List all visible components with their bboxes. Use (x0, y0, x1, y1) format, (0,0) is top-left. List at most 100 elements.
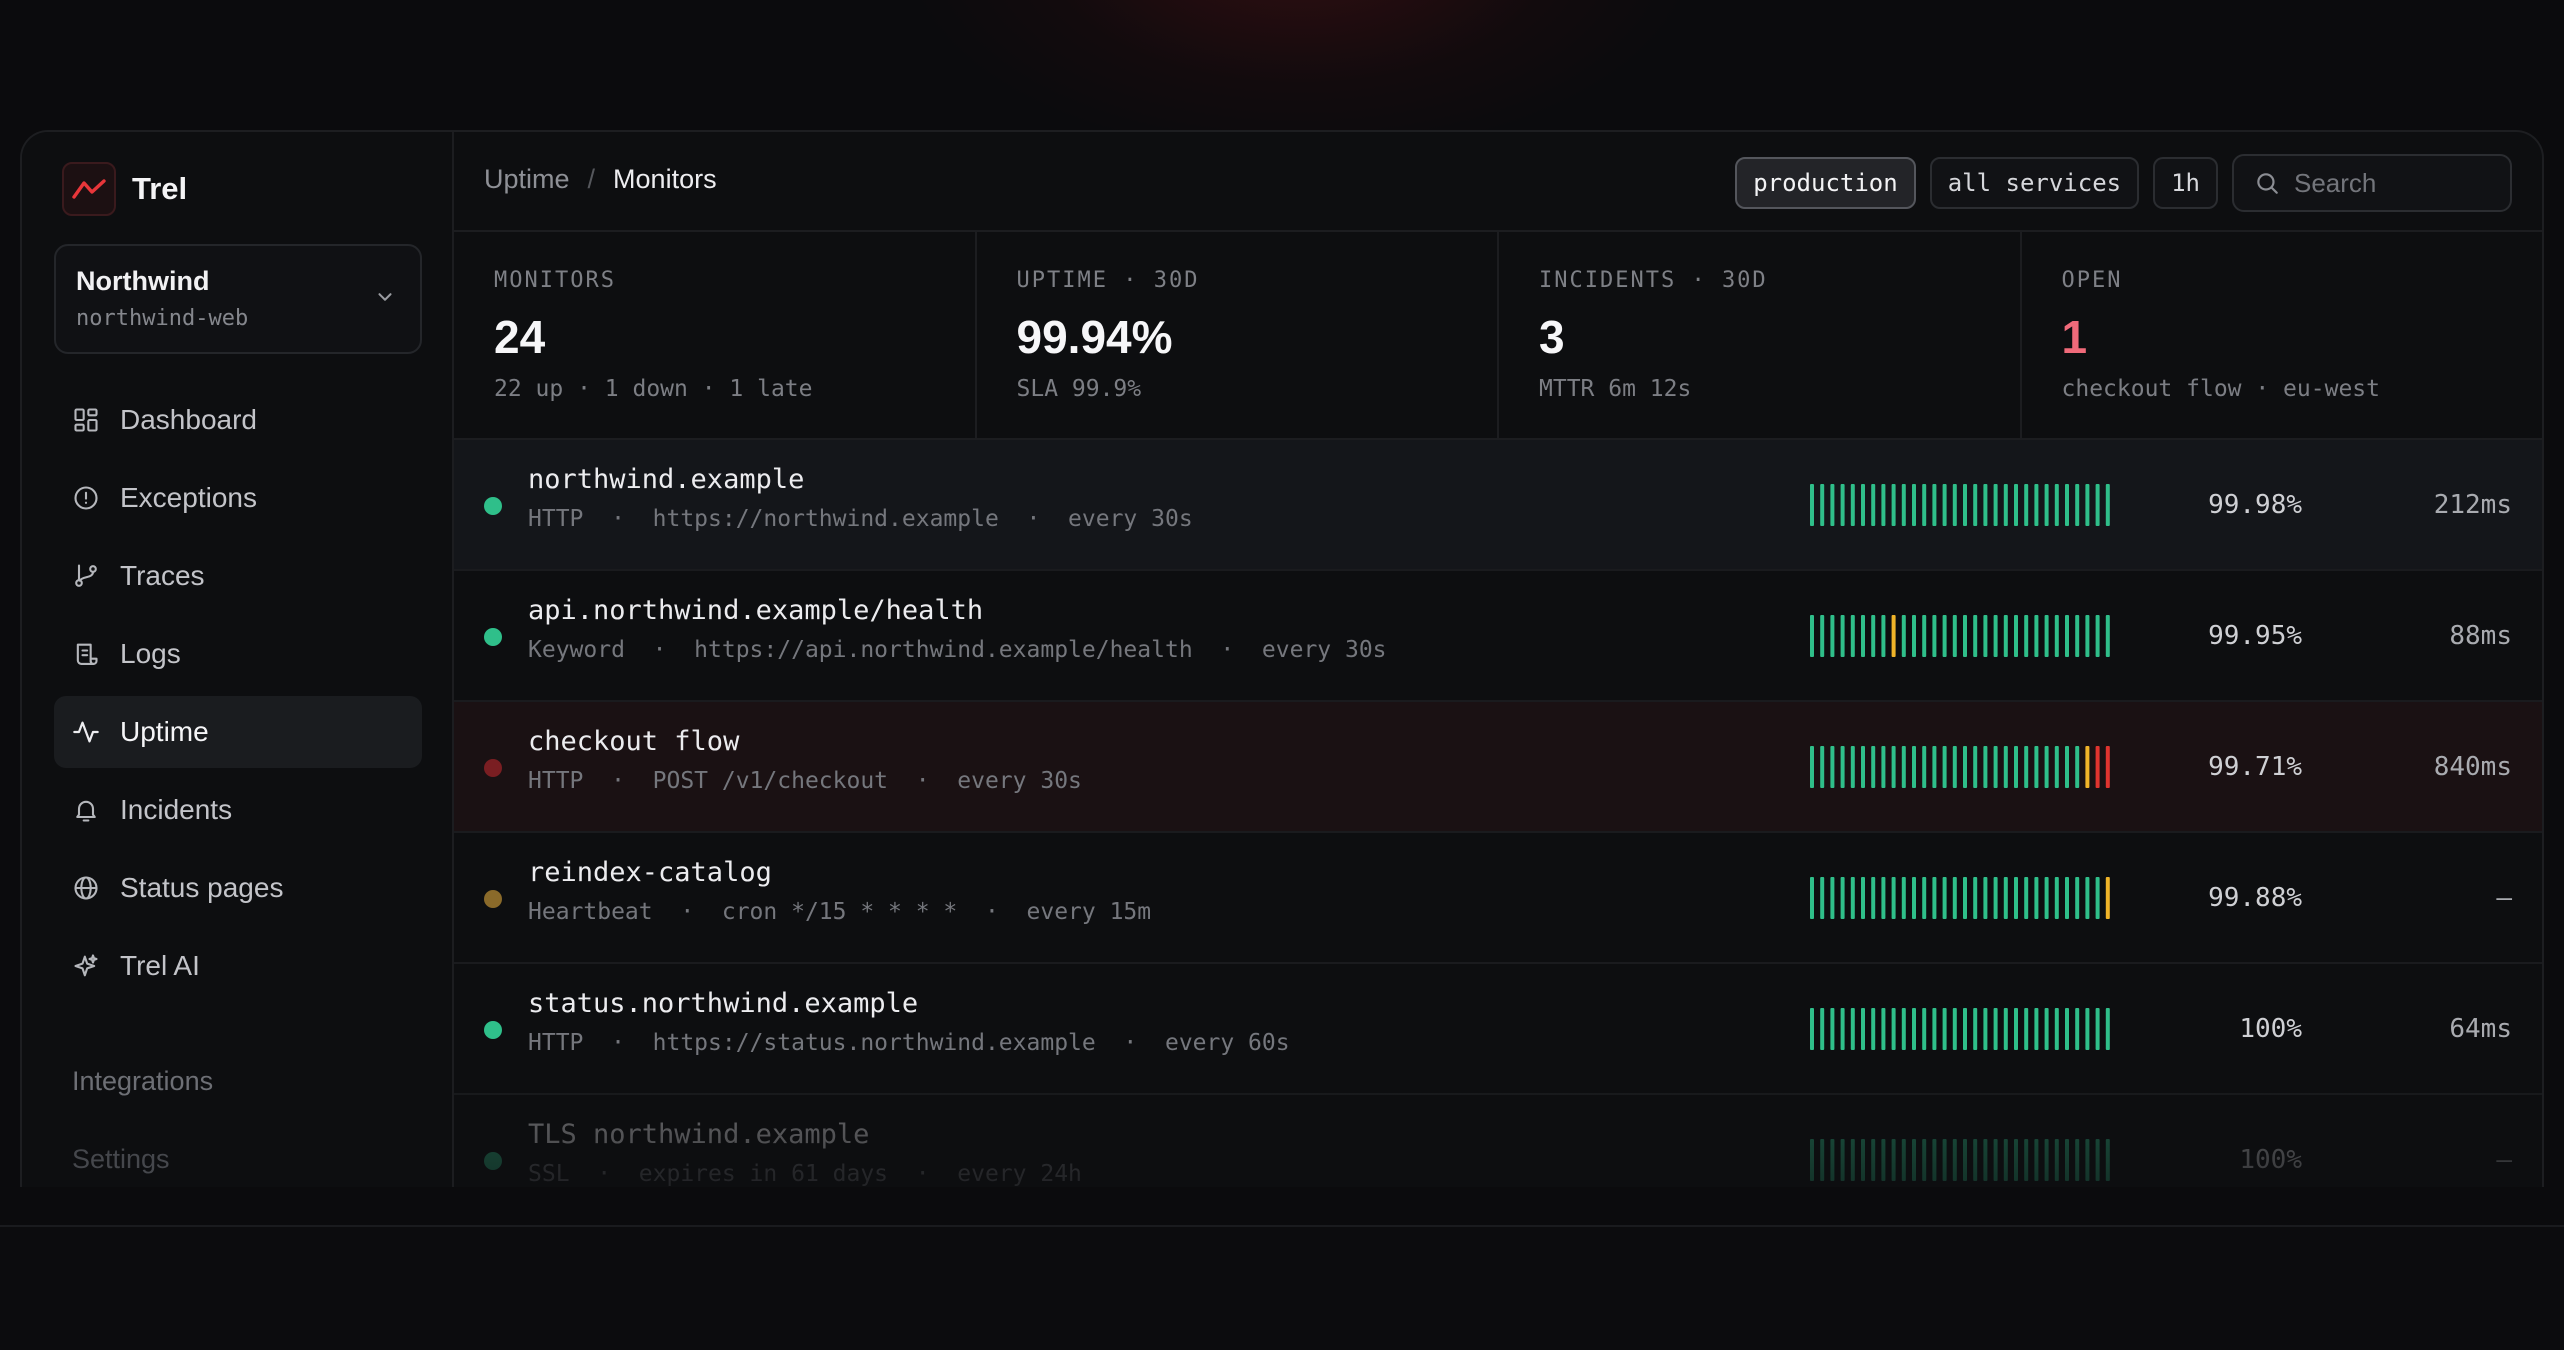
nav-label: Uptime (120, 716, 209, 747)
stat-open[interactable]: OPEN 1 checkout flow · eu-west (2022, 232, 2543, 438)
history-bar-up (2044, 615, 2049, 657)
monitor-row[interactable]: status.northwind.example HTTP · https://… (454, 964, 2542, 1095)
uptime-history-bars (1810, 877, 2110, 919)
history-bar-up (1932, 615, 1937, 657)
history-bar-up (1850, 1008, 1855, 1050)
scroll-icon (76, 643, 98, 665)
history-bar-up (1881, 1139, 1886, 1181)
nav-item-incidents[interactable]: Incidents (54, 774, 422, 846)
history-bar-up (1861, 1139, 1865, 1181)
monitor-uptime: 100% (2239, 1145, 2302, 1175)
nav-item-settings[interactable]: Settings (72, 1144, 170, 1174)
history-bar-up (1881, 615, 1886, 657)
chevron-down-icon (378, 293, 392, 301)
history-bar-up (1810, 484, 1814, 526)
project-name: northwind-web (76, 306, 249, 331)
history-bar-up (1963, 1008, 1967, 1050)
history-bar-up (1922, 1139, 1927, 1181)
history-bar-up (2054, 1139, 2059, 1181)
monitor-uptime: 99.71% (2208, 752, 2302, 782)
nav-item-traces[interactable]: Traces (54, 540, 422, 612)
history-bar-up (2034, 484, 2039, 526)
stat-sub: checkout flow · eu-west (2061, 376, 2381, 402)
history-bar-up (2105, 1008, 2110, 1050)
history-bar-up (2003, 877, 2008, 919)
nav-item-uptime[interactable]: Uptime (54, 696, 422, 768)
monitor-row[interactable]: reindex-catalog Heartbeat · cron */15 * … (454, 833, 2542, 964)
nav-item-logs[interactable]: Logs (54, 618, 422, 690)
nav-item-trel-ai[interactable]: Trel AI (54, 930, 422, 1002)
status-dot (484, 1021, 502, 1039)
history-bar-up (1993, 1139, 1998, 1181)
history-bar-up (1891, 1008, 1896, 1050)
history-bar-up (2034, 615, 2039, 657)
history-bar-up (2075, 746, 2080, 788)
search-input[interactable]: Search (2232, 154, 2512, 212)
history-bar-up (1942, 615, 1947, 657)
history-bar-up (1922, 1008, 1927, 1050)
org-switcher[interactable]: Northwind northwind-web (54, 244, 422, 354)
services-filter[interactable]: all services (1929, 157, 2140, 209)
git-branch-icon (75, 564, 97, 587)
history-bar-up (1952, 877, 1957, 919)
monitor-details: Heartbeat · cron */15 * * * * · every 15… (528, 899, 1152, 925)
history-bar-up (2034, 1008, 2039, 1050)
history-bar-up (2003, 615, 2008, 657)
history-bar-up (2054, 615, 2059, 657)
alert-circle-icon (74, 486, 98, 510)
history-bar-up (1922, 484, 1927, 526)
environment-filter[interactable]: production (1735, 157, 1916, 209)
monitor-row[interactable]: api.northwind.example/health Keyword · h… (454, 571, 2542, 702)
history-bar-up (2065, 1139, 2069, 1181)
history-bar-up (1891, 484, 1896, 526)
history-bar-up (2075, 615, 2080, 657)
monitor-latency: 212ms (2433, 490, 2512, 520)
monitor-row[interactable]: checkout flow HTTP · POST /v1/checkout ·… (454, 702, 2542, 833)
brand[interactable]: Trel (62, 162, 187, 216)
history-bar-up (2044, 1008, 2049, 1050)
history-bar-up (1922, 746, 1927, 788)
history-bar-up (1810, 1139, 1814, 1181)
history-bar-up (1983, 484, 1988, 526)
nav-item-status-pages[interactable]: Status pages (54, 852, 422, 924)
history-bar-up (2024, 746, 2029, 788)
history-bar-up (2065, 1008, 2069, 1050)
history-bar-up (1820, 615, 1825, 657)
monitor-name: api.northwind.example/health (528, 595, 984, 626)
history-bar-up (1912, 484, 1916, 526)
monitor-details: HTTP · https://northwind.example · every… (528, 506, 1193, 532)
breadcrumb-parent[interactable]: Uptime (484, 164, 570, 194)
history-bar-up (1901, 615, 1906, 657)
history-bar-up (1993, 746, 1998, 788)
status-dot (484, 628, 502, 646)
stat-incidents: INCIDENTS · 30D 3 MTTR 6m 12s (1499, 232, 2022, 438)
history-bar-up (2024, 484, 2029, 526)
monitor-row[interactable]: TLS northwind.example SSL · expires in 6… (454, 1095, 2542, 1187)
history-bar-up (2003, 746, 2008, 788)
monitor-uptime: 100% (2239, 1014, 2302, 1044)
monitor-row[interactable]: northwind.example HTTP · https://northwi… (454, 440, 2542, 571)
sidebar-nav: Dashboard Exceptions Traces Logs Uptime … (54, 384, 422, 1008)
history-bar-up (1861, 484, 1865, 526)
nav-item-integrations[interactable]: Integrations (72, 1066, 214, 1096)
history-bar-up (1850, 615, 1855, 657)
app-window: Trel Northwind northwind-web Dashboard E… (20, 130, 2544, 1187)
monitor-latency: — (2496, 1145, 2512, 1175)
history-bar-up (2044, 1139, 2049, 1181)
history-bar-up (1973, 1008, 1978, 1050)
history-bar-up (2003, 1139, 2008, 1181)
nav-label: Exceptions (120, 482, 257, 513)
history-bar-up (1830, 484, 1835, 526)
nav-item-dashboard[interactable]: Dashboard (54, 384, 422, 456)
nav-item-exceptions[interactable]: Exceptions (54, 462, 422, 534)
history-bar-up (1952, 615, 1957, 657)
history-bar-up (1942, 1008, 1947, 1050)
bottom-band (0, 1225, 2564, 1350)
time-range-filter[interactable]: 1h (2153, 157, 2218, 209)
history-bar-up (1912, 877, 1916, 919)
history-bar-up (2075, 877, 2080, 919)
monitor-details: HTTP · POST /v1/checkout · every 30s (528, 768, 1082, 794)
history-bar-up (1850, 484, 1855, 526)
history-bar-up (1942, 1139, 1947, 1181)
history-bar-up (2054, 877, 2059, 919)
